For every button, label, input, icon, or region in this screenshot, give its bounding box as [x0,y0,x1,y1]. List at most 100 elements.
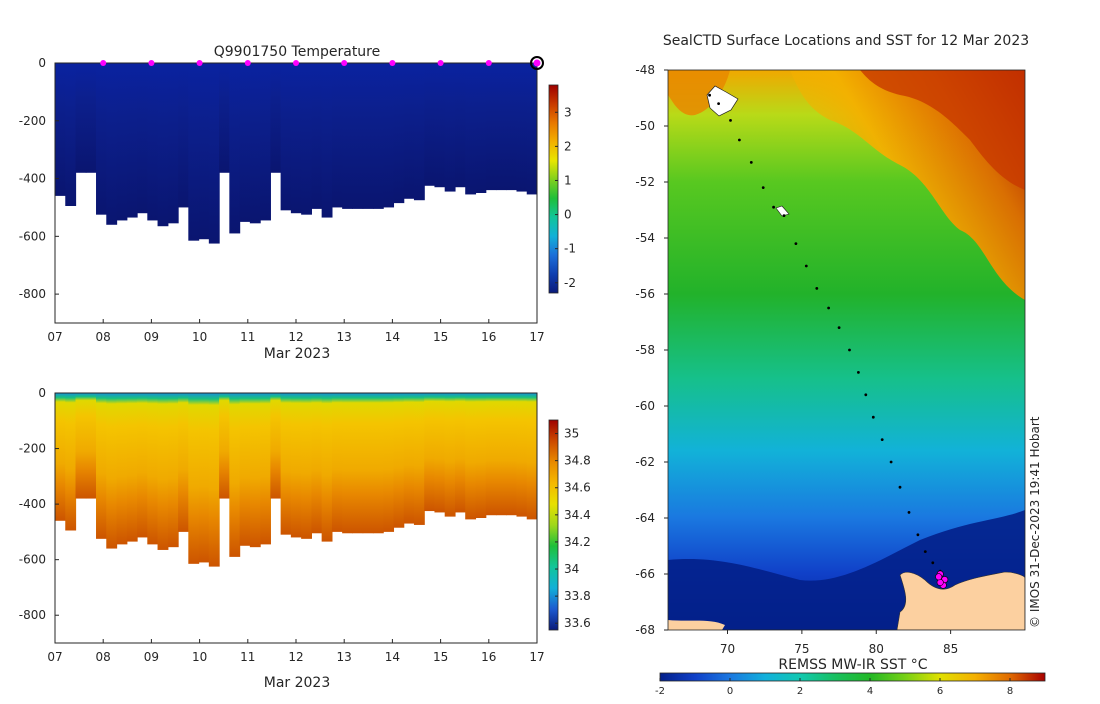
salinity-profile-column [106,393,118,549]
temperature-profile-column [229,63,241,234]
salinity-y-tick-label: -800 [19,608,46,622]
temperature-profile-column [454,63,466,188]
temperature-profile-column [198,63,210,240]
track-point [923,550,927,553]
salinity-profile-column [75,393,87,499]
temperature-profile-column [249,63,261,224]
salinity-profile-column [331,393,343,532]
temperature-y-tick-label: -200 [19,114,46,128]
salinity-x-tick-label: 07 [47,650,62,664]
salinity-colorbar-tick-label: 33.8 [564,589,591,603]
temperature-x-tick-label: 15 [433,330,448,344]
track-point [889,460,893,464]
salinity-colorbar-tick-label: 34.8 [564,454,591,468]
map-x-tick-label: 85 [943,642,958,656]
salinity-x-tick-label: 17 [529,650,544,664]
salinity-y-tick-label: -600 [19,553,46,567]
map-y-tick-label: -50 [635,119,655,133]
temperature-y-tick-label: -400 [19,172,46,186]
temperature-x-tick-label: 08 [96,330,111,344]
temperature-profile-column [137,63,148,214]
salinity-colorbar-tick-label: 34 [564,562,579,576]
salinity-colorbar-tick-label: 34.6 [564,481,591,495]
temperature-profile-column [434,63,446,188]
temperature-colorbar-tick-label: -2 [564,276,576,290]
salinity-x-tick-label: 15 [433,650,448,664]
temperature-profile-column [506,63,518,191]
track-point [907,511,911,514]
surface-marker [389,60,396,66]
surface-marker [244,60,251,66]
salinity-profile-column [249,393,261,548]
track-point [916,533,920,537]
temperature-profile-column [188,63,200,241]
sst-colorbar-tick-label: 8 [1007,686,1013,697]
salinity-profile-column [434,393,446,513]
sst-northwest-warm [668,70,730,116]
track-point [880,438,884,441]
temperature-profile-column [403,63,415,199]
map-x-tick-label: 75 [794,642,809,656]
temperature-colorbar-tick-label: 0 [564,208,572,222]
sst-hot-region [860,70,1025,190]
salinity-colorbar [548,419,559,631]
temperature-profile-column [126,63,138,218]
salinity-profile-column [301,393,312,539]
sst-map-field [668,70,1025,630]
surface-markers [100,56,544,70]
temperature-panel: Q9901750 Temperature 0 -200 -400 -600 -800 0… [19,44,576,362]
temperature-profile-column [495,63,507,191]
temperature-x-tick-label: 16 [481,330,496,344]
salinity-profile-column [372,393,384,534]
salinity-profile-column [229,393,241,557]
sst-colorbar-tick-label: 0 [727,686,733,697]
temperature-profile-column [260,63,271,221]
map-y-tick-label: -66 [635,567,655,581]
temperature-colorbar-tick-label: 2 [564,139,572,153]
salinity-profile-column [516,393,528,517]
sst-colorbar-label: REMSS MW-IR SST °C [778,657,927,673]
salinity-x-tick-label: 12 [288,650,303,664]
temperature-title: Q9901750 Temperature [214,44,381,60]
salinity-profile-column [65,393,77,531]
salinity-profile-column [495,393,507,516]
temperature-x-tick-label: 14 [385,330,400,344]
temperature-profile-column [383,63,395,208]
map-y-tick-label: -60 [635,399,655,413]
track-point [738,138,741,142]
salinity-profile-column [280,393,292,535]
salinity-profiles [55,393,537,567]
temperature-profile-column [157,63,169,227]
salinity-profile-column [352,393,364,534]
salinity-profile-column [239,393,251,546]
temperature-x-tick-label: 07 [47,330,62,344]
temperature-colorbar-tick-label: -1 [564,242,576,256]
surface-marker [485,60,492,66]
surface-marker [100,60,107,66]
surface-marker [196,60,203,66]
temperature-profile-column [352,63,364,209]
temperature-x-tick-label: 17 [529,330,544,344]
seal-highlight [935,570,949,589]
temperature-profile-column [178,63,189,208]
temperature-profile-column [85,63,97,173]
temperature-profile-column [372,63,384,209]
temperature-profiles [55,63,537,244]
temperature-profile-column [393,63,405,204]
track-point [729,119,732,122]
sst-map-title: SealCTD Surface Locations and SST for 12… [663,33,1029,49]
temperature-profile-column [485,63,497,191]
map-y-tick-label: -54 [635,231,655,245]
salinity-profile-column [290,393,302,538]
salinity-colorbar-tick-label: 34.2 [564,535,591,549]
salinity-profile-column [188,393,200,564]
salinity-profile-column [85,393,97,499]
salinity-profile-column [137,393,148,538]
temperature-y-tick-label: 0 [38,56,46,70]
track-point [931,561,935,565]
temperature-x-tick-label: 09 [144,330,159,344]
salinity-profile-column [465,393,477,520]
land-west [668,620,725,630]
map-y-tick-label: -48 [635,63,655,77]
salinity-profile-column [147,393,159,545]
